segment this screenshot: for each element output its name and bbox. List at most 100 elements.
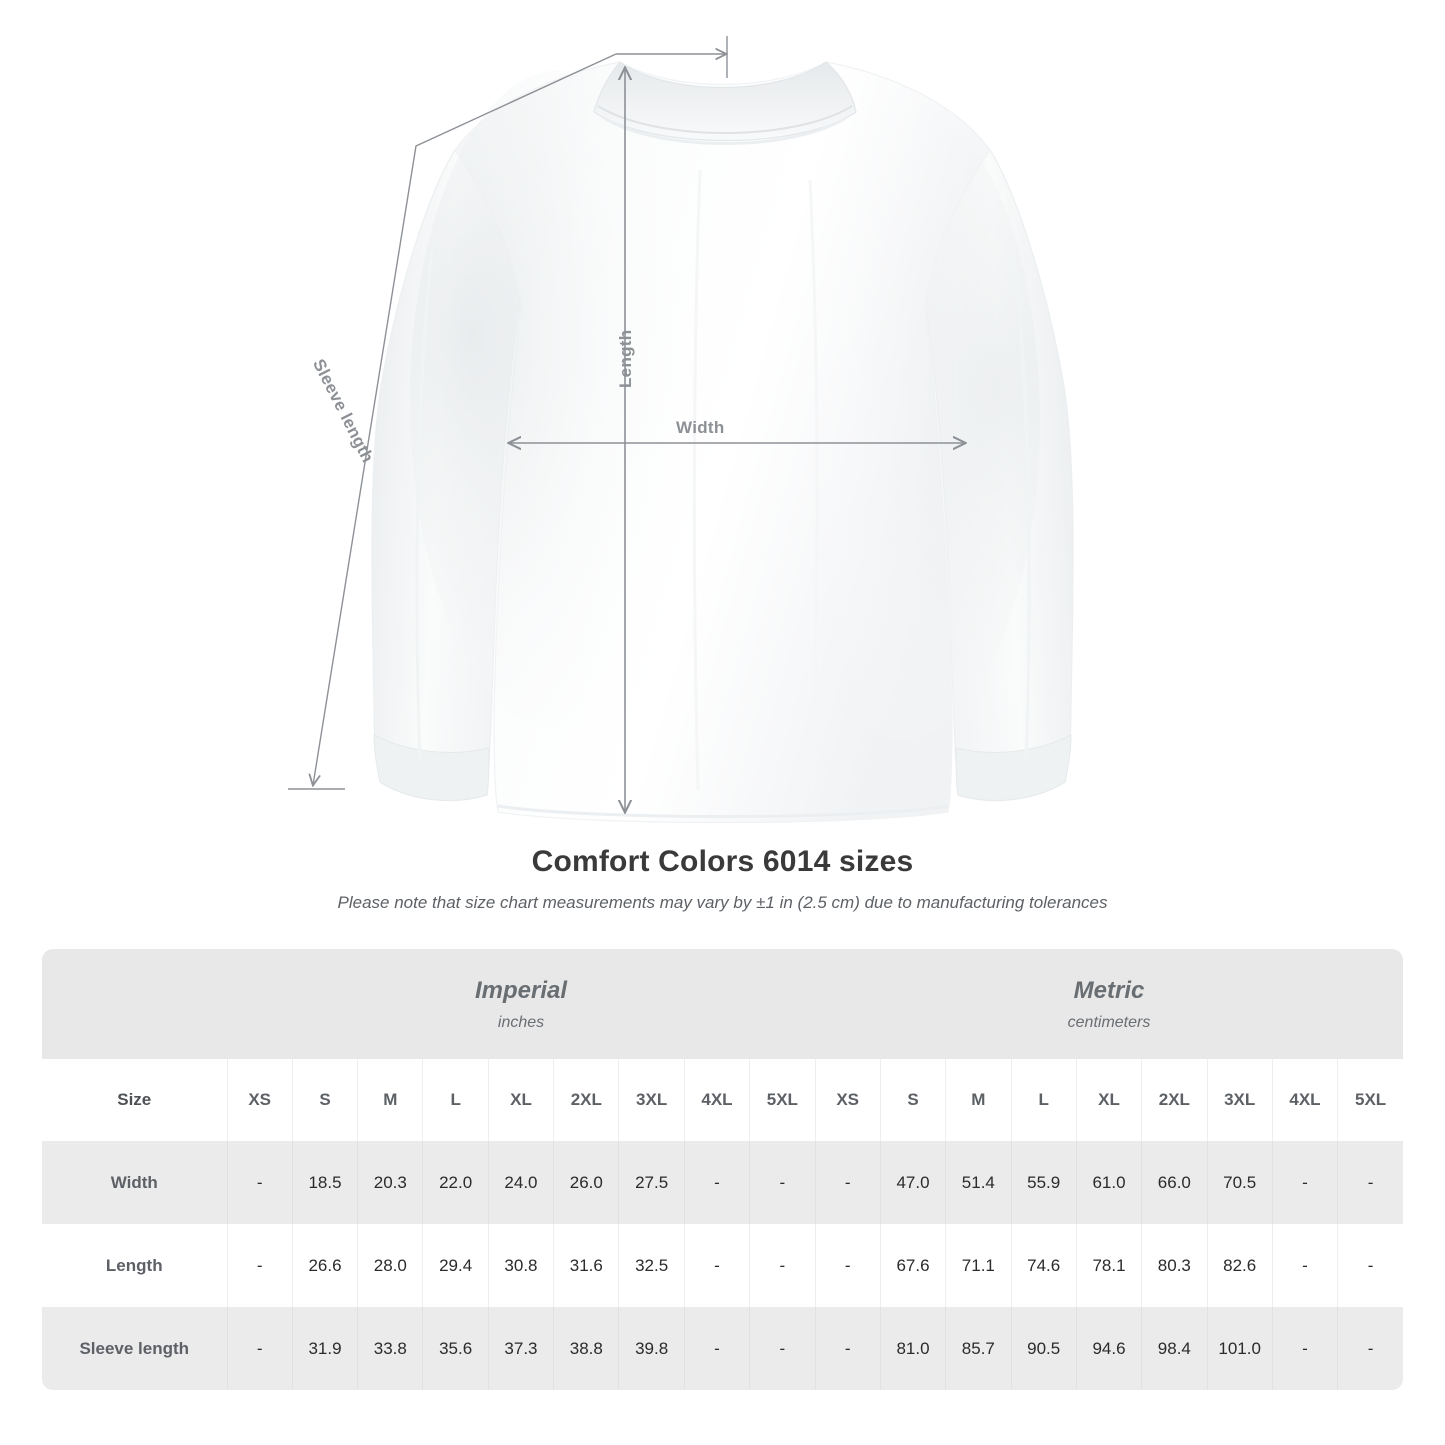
header-size-metric-m: M bbox=[945, 1059, 1012, 1141]
cell-width-imperial-l: 22.0 bbox=[422, 1141, 489, 1224]
header-size-imperial-m: M bbox=[357, 1059, 424, 1141]
cell-sleeve-imperial-5xl: - bbox=[749, 1307, 816, 1390]
cell-sleeve-metric-xs: - bbox=[815, 1307, 881, 1390]
header-size-metric-xs: XS bbox=[815, 1059, 881, 1141]
cell-sleeve-imperial-l: 35.6 bbox=[422, 1307, 489, 1390]
cell-length-metric-3xl: 82.6 bbox=[1207, 1224, 1273, 1307]
width-label: Width bbox=[676, 418, 725, 437]
header-size-imperial-3xl: 3XL bbox=[618, 1059, 685, 1141]
header-size-metric-5xl: 5XL bbox=[1337, 1059, 1403, 1141]
cell-length-imperial-xl: 30.8 bbox=[488, 1224, 555, 1307]
length-label: Length bbox=[616, 329, 635, 388]
sleeve-length-dimension-arrow bbox=[288, 36, 727, 790]
cell-width-imperial-2xl: 26.0 bbox=[553, 1141, 620, 1224]
cell-width-imperial-s: 18.5 bbox=[292, 1141, 359, 1224]
measurement-annotations bbox=[288, 36, 1445, 835]
cell-length-metric-m: 71.1 bbox=[945, 1224, 1012, 1307]
table-row: Width - 18.5 20.3 22.0 24.0 26.0 27.5 - … bbox=[42, 1141, 1403, 1224]
cell-width-metric-3xl: 70.5 bbox=[1207, 1141, 1273, 1224]
cell-sleeve-metric-m: 85.7 bbox=[945, 1307, 1012, 1390]
cell-length-imperial-l: 29.4 bbox=[422, 1224, 489, 1307]
cell-length-metric-s: 67.6 bbox=[880, 1224, 947, 1307]
unit-banner-imperial: Imperial inches bbox=[227, 949, 816, 1059]
cell-width-imperial-xl: 24.0 bbox=[488, 1141, 555, 1224]
row-label-width: Width bbox=[42, 1141, 228, 1224]
cell-width-metric-4xl: - bbox=[1272, 1141, 1339, 1224]
cell-sleeve-metric-5xl: - bbox=[1337, 1307, 1403, 1390]
row-label-sleeve-length: Sleeve length bbox=[42, 1307, 228, 1390]
header-size-metric-2xl: 2XL bbox=[1141, 1059, 1208, 1141]
size-table-container: Imperial inches Metric centimeters Size bbox=[42, 949, 1403, 1390]
cell-width-imperial-3xl: 27.5 bbox=[618, 1141, 685, 1224]
cell-sleeve-metric-s: 81.0 bbox=[880, 1307, 947, 1390]
table-row: Sleeve length - 31.9 33.8 35.6 37.3 38.8… bbox=[42, 1307, 1403, 1390]
cell-sleeve-imperial-4xl: - bbox=[684, 1307, 751, 1390]
cell-length-metric-l: 74.6 bbox=[1011, 1224, 1077, 1307]
cell-length-metric-xl: 78.1 bbox=[1076, 1224, 1143, 1307]
cell-length-metric-4xl: - bbox=[1272, 1224, 1339, 1307]
cell-sleeve-metric-2xl: 98.4 bbox=[1141, 1307, 1208, 1390]
long-sleeve-tshirt-image bbox=[371, 61, 1074, 824]
cell-width-imperial-4xl: - bbox=[684, 1141, 751, 1224]
header-size-imperial-s: S bbox=[292, 1059, 359, 1141]
unit-banner-row: Imperial inches Metric centimeters bbox=[42, 949, 1403, 1059]
cell-length-imperial-2xl: 31.6 bbox=[553, 1224, 620, 1307]
cell-length-metric-xs: - bbox=[815, 1224, 881, 1307]
chart-heading: Comfort Colors 6014 sizes Please note th… bbox=[0, 845, 1445, 913]
header-size-imperial-l: L bbox=[422, 1059, 489, 1141]
header-size-metric-4xl: 4XL bbox=[1272, 1059, 1339, 1141]
cell-width-metric-l: 55.9 bbox=[1011, 1141, 1077, 1224]
header-size-metric-s: S bbox=[880, 1059, 947, 1141]
header-size-metric-xl: XL bbox=[1076, 1059, 1143, 1141]
cell-length-imperial-xs: - bbox=[227, 1224, 293, 1307]
cell-width-metric-s: 47.0 bbox=[880, 1141, 947, 1224]
unit-sub-imperial: inches bbox=[497, 1013, 545, 1031]
cell-width-metric-5xl: - bbox=[1337, 1141, 1403, 1224]
cell-width-metric-m: 51.4 bbox=[945, 1141, 1012, 1224]
cell-sleeve-metric-l: 90.5 bbox=[1011, 1307, 1077, 1390]
unit-name-imperial: Imperial bbox=[474, 976, 568, 1004]
page-title: Comfort Colors 6014 sizes bbox=[531, 845, 914, 878]
cell-width-imperial-xs: - bbox=[227, 1141, 293, 1224]
header-size-imperial-4xl: 4XL bbox=[684, 1059, 751, 1141]
cell-width-metric-xs: - bbox=[815, 1141, 881, 1224]
cell-length-imperial-s: 26.6 bbox=[292, 1224, 359, 1307]
cell-sleeve-imperial-xs: - bbox=[227, 1307, 293, 1390]
header-size-imperial-5xl: 5XL bbox=[749, 1059, 816, 1141]
cell-width-metric-xl: 61.0 bbox=[1076, 1141, 1143, 1224]
cell-width-metric-2xl: 66.0 bbox=[1141, 1141, 1208, 1224]
cell-width-imperial-m: 20.3 bbox=[357, 1141, 424, 1224]
cell-length-imperial-4xl: - bbox=[684, 1224, 751, 1307]
cell-length-metric-5xl: - bbox=[1337, 1224, 1403, 1307]
row-label-length: Length bbox=[42, 1224, 228, 1307]
header-size-label: Size bbox=[42, 1059, 228, 1141]
cell-sleeve-imperial-s: 31.9 bbox=[292, 1307, 359, 1390]
garment-illustration: Width Length Sleeve length bbox=[288, 36, 1445, 835]
size-table: Imperial inches Metric centimeters Size bbox=[42, 949, 1403, 1390]
cell-sleeve-metric-3xl: 101.0 bbox=[1207, 1307, 1273, 1390]
size-header-row: Size XS S M L XL 2XL 3XL 4XL 5XL XS S M … bbox=[42, 1059, 1403, 1141]
tolerance-note: Please note that size chart measurements… bbox=[337, 893, 1108, 912]
cell-length-imperial-3xl: 32.5 bbox=[618, 1224, 685, 1307]
cell-length-metric-2xl: 80.3 bbox=[1141, 1224, 1208, 1307]
unit-name-metric: Metric bbox=[1073, 976, 1145, 1004]
header-size-imperial-2xl: 2XL bbox=[553, 1059, 620, 1141]
cell-sleeve-metric-xl: 94.6 bbox=[1076, 1307, 1143, 1390]
cell-length-imperial-5xl: - bbox=[749, 1224, 816, 1307]
unit-banner-spacer bbox=[42, 949, 227, 1059]
cell-sleeve-imperial-m: 33.8 bbox=[357, 1307, 424, 1390]
table-row: Length - 26.6 28.0 29.4 30.8 31.6 32.5 -… bbox=[42, 1224, 1403, 1307]
header-size-imperial-xs: XS bbox=[227, 1059, 293, 1141]
cell-length-imperial-m: 28.0 bbox=[357, 1224, 424, 1307]
cell-sleeve-imperial-3xl: 39.8 bbox=[618, 1307, 685, 1390]
cell-sleeve-imperial-xl: 37.3 bbox=[488, 1307, 555, 1390]
unit-sub-metric: centimeters bbox=[1067, 1013, 1151, 1031]
unit-banner-metric: Metric centimeters bbox=[815, 949, 1403, 1059]
header-size-metric-l: L bbox=[1011, 1059, 1077, 1141]
header-size-metric-3xl: 3XL bbox=[1207, 1059, 1273, 1141]
cell-sleeve-metric-4xl: - bbox=[1272, 1307, 1339, 1390]
cell-width-imperial-5xl: - bbox=[749, 1141, 816, 1224]
cell-sleeve-imperial-2xl: 38.8 bbox=[553, 1307, 620, 1390]
header-size-imperial-xl: XL bbox=[488, 1059, 555, 1141]
